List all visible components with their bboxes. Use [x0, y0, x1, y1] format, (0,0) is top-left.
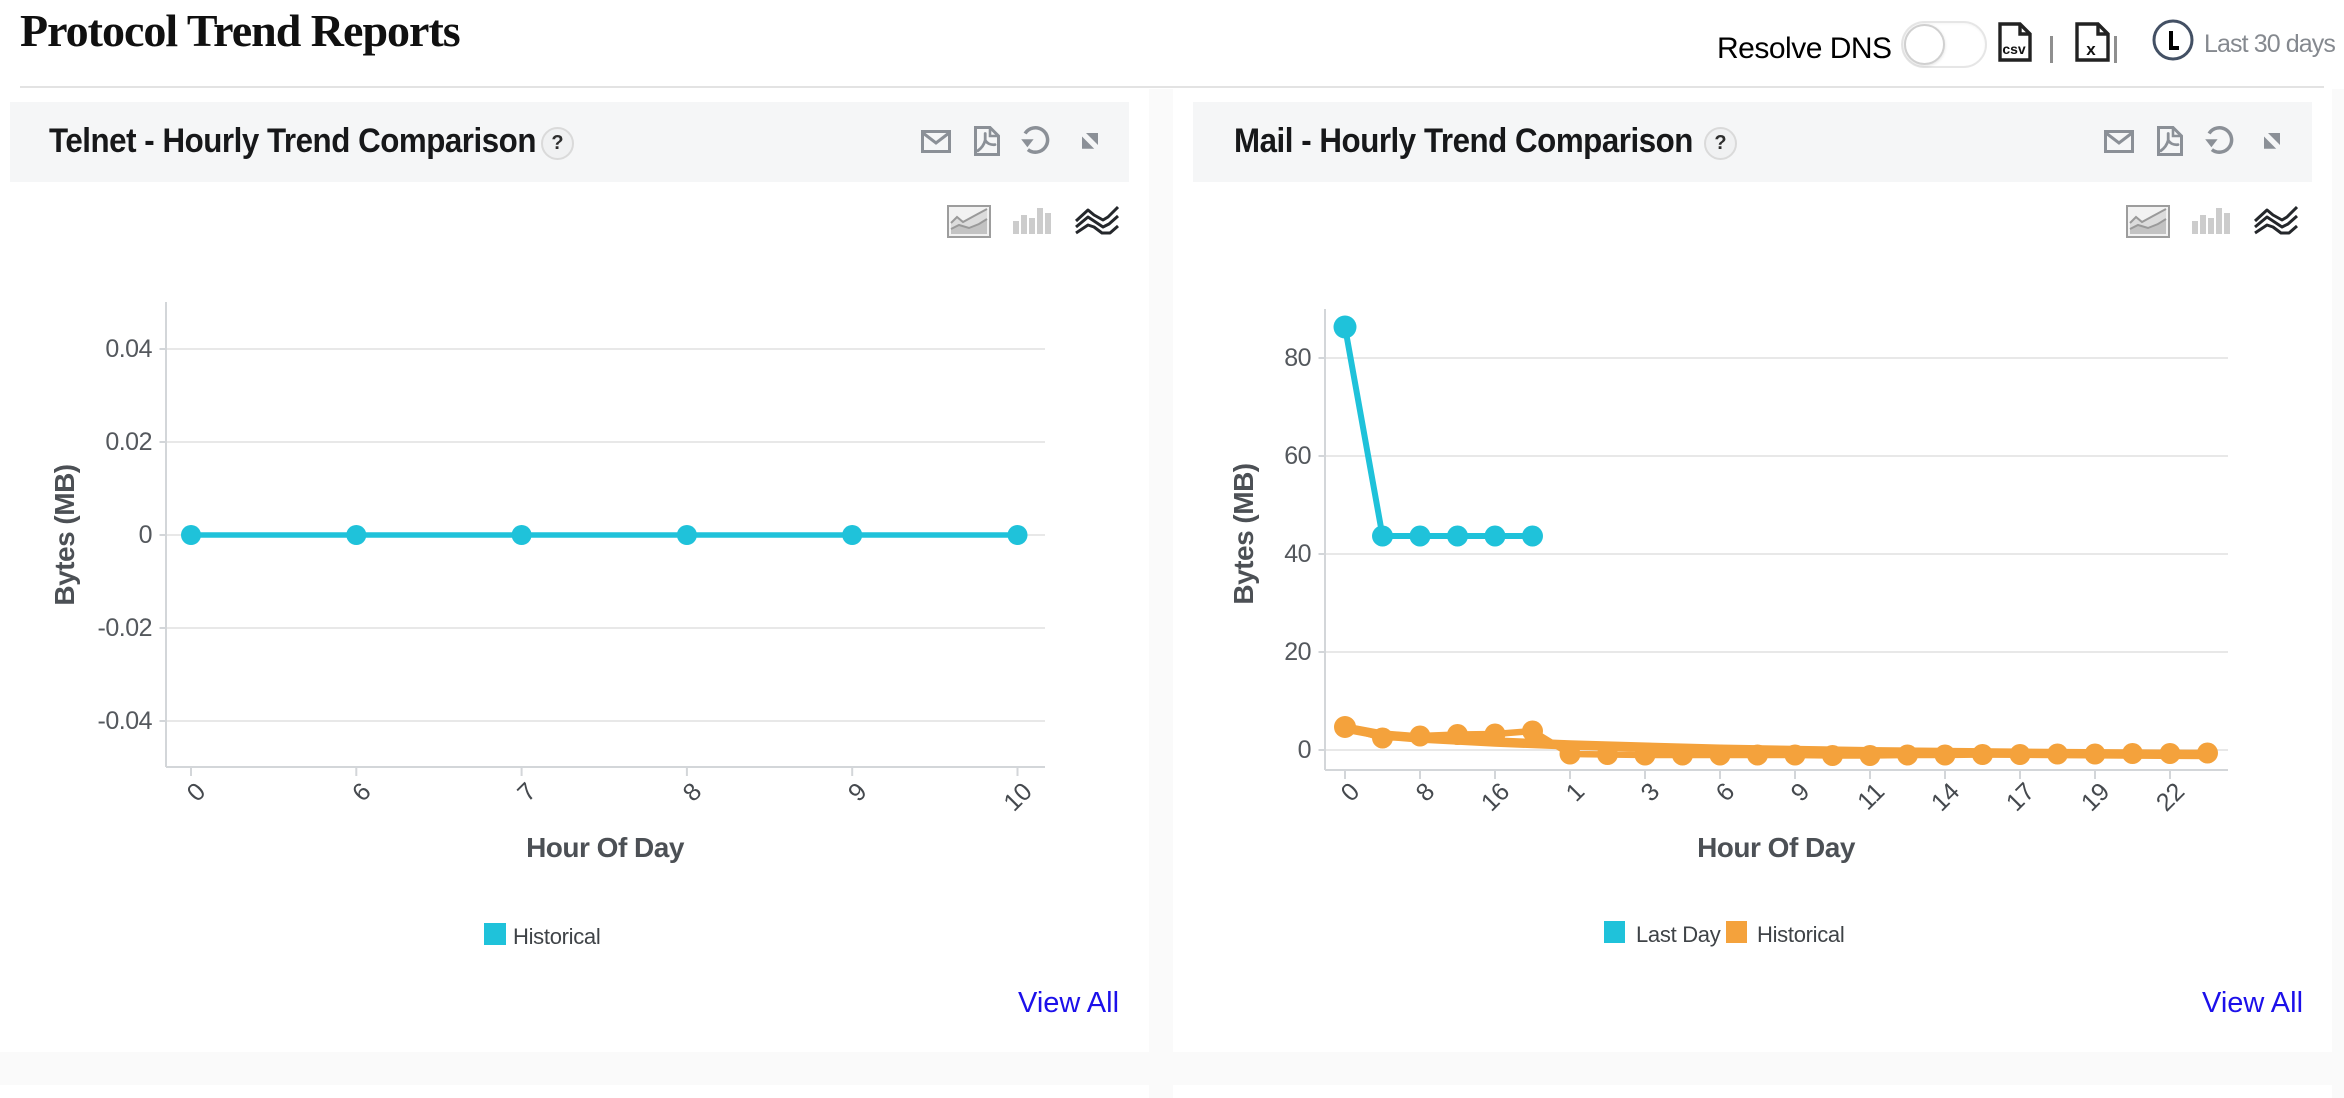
svg-text:80: 80: [1284, 344, 1311, 372]
svg-text:View All: View All: [2202, 987, 2303, 1019]
svg-text:8: 8: [678, 777, 708, 807]
svg-text:x: x: [2086, 40, 2096, 59]
svg-text:Last Day: Last Day: [1636, 922, 1721, 947]
svg-text:-0.02: -0.02: [98, 614, 152, 642]
svg-text:8: 8: [1411, 777, 1441, 807]
svg-text:7: 7: [512, 777, 542, 807]
svg-text:20: 20: [1284, 638, 1311, 666]
svg-text:0: 0: [139, 521, 152, 549]
svg-text:0: 0: [1336, 777, 1366, 807]
svg-text:14: 14: [1926, 777, 1966, 817]
svg-text:Historical: Historical: [513, 924, 600, 949]
svg-text:6: 6: [1711, 777, 1741, 807]
svg-text:0.04: 0.04: [105, 335, 152, 363]
svg-text:0.02: 0.02: [105, 428, 152, 456]
svg-text:9: 9: [1786, 777, 1816, 807]
svg-text:40: 40: [1284, 540, 1311, 568]
svg-text:22: 22: [2151, 777, 2190, 816]
svg-text:10: 10: [998, 777, 1037, 816]
svg-text:-0.04: -0.04: [98, 707, 153, 735]
svg-text:Hour Of Day: Hour Of Day: [526, 832, 685, 863]
svg-text:3: 3: [1636, 777, 1666, 807]
svg-text:0: 0: [1298, 736, 1311, 764]
svg-text:Bytes (MB): Bytes (MB): [49, 464, 80, 605]
svg-text:Bytes (MB): Bytes (MB): [1228, 463, 1259, 604]
svg-text:11: 11: [1852, 777, 1890, 815]
svg-text:Hour Of Day: Hour Of Day: [1697, 832, 1856, 863]
svg-text:60: 60: [1284, 442, 1311, 470]
svg-text:0: 0: [182, 777, 212, 807]
svg-text:Historical: Historical: [1757, 922, 1844, 947]
svg-text:csv: csv: [2002, 41, 2026, 57]
svg-text:16: 16: [1476, 777, 1515, 816]
svg-text:6: 6: [347, 777, 377, 807]
svg-text:1: 1: [1561, 777, 1591, 807]
svg-text:17: 17: [2001, 777, 2040, 816]
svg-text:19: 19: [2076, 777, 2115, 816]
svg-text:9: 9: [843, 777, 873, 807]
svg-text:View All: View All: [1018, 987, 1119, 1019]
